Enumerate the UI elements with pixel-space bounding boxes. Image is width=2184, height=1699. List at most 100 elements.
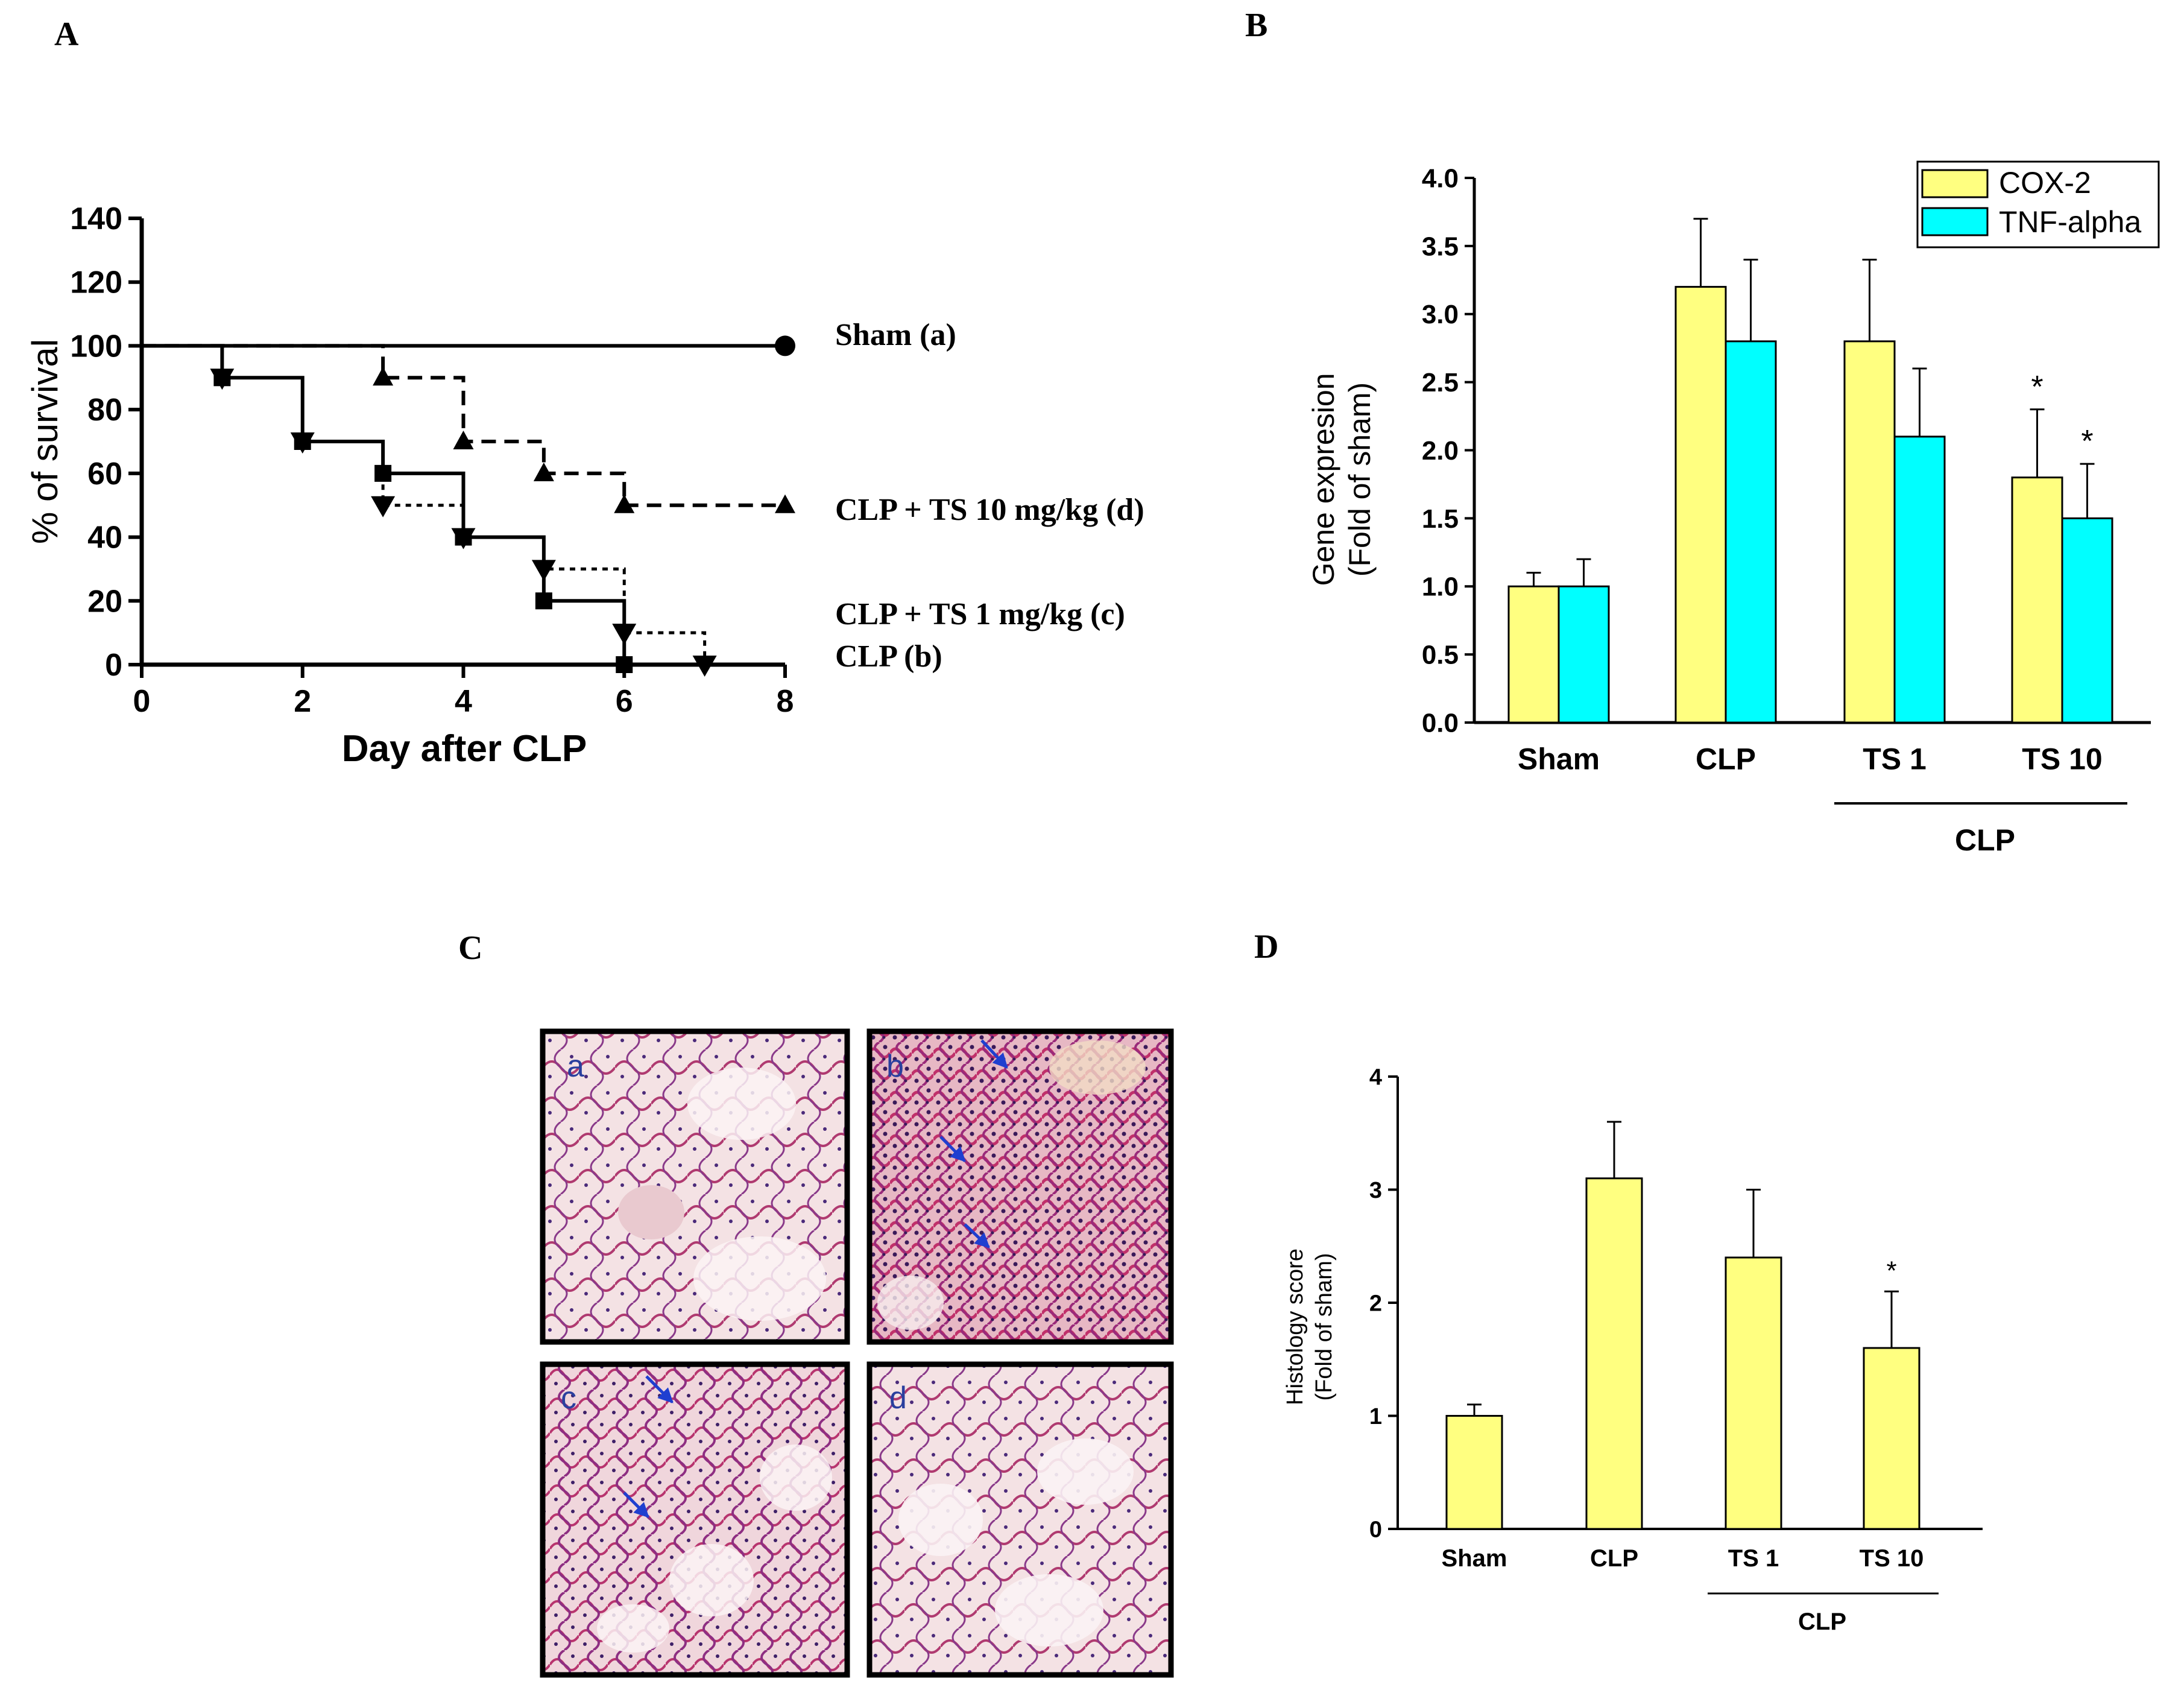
survival-marker-clp (455, 528, 472, 546)
gene-significance-star: * (2081, 424, 2093, 459)
gene-y-tick-label: 3.5 (1422, 232, 1459, 261)
survival-x-axis-title: Day after CLP (342, 728, 587, 770)
survival-marker-ts1 (371, 496, 396, 517)
survival-y-tick-label: 120 (70, 265, 122, 300)
survival-marker-clp (294, 433, 311, 450)
survival-marker-clp (616, 656, 633, 673)
histology-label-b: b (886, 1049, 904, 1084)
legend-label-tnf: TNF-alpha (1999, 205, 2141, 239)
gene-bar (1558, 585, 1610, 724)
legend-swatch-cox2 (1921, 169, 1989, 198)
gene-y-tick-label: 0.0 (1422, 708, 1459, 738)
gene-y-tick-label: 2.5 (1422, 368, 1459, 397)
panel-label-c: C (458, 929, 482, 967)
survival-x-tick-label: 0 (133, 684, 151, 719)
histology-significance-star: * (1886, 1256, 1896, 1285)
histology-y-tick-label: 0 (1369, 1517, 1382, 1542)
survival-x-tick-label: 6 (616, 684, 633, 719)
gene-y-tick-label: 1.0 (1422, 572, 1459, 602)
survival-y-tick-label: 140 (70, 201, 122, 236)
histology-label-d: d (889, 1381, 907, 1416)
survival-marker-ts10 (775, 494, 795, 513)
histology-label-c: c (561, 1381, 576, 1416)
survival-y-tick-label: 100 (70, 329, 122, 364)
legend-label-cox2: COX-2 (1999, 166, 2091, 200)
gene-bar (2011, 476, 2063, 724)
histology-image-b: b (866, 1028, 1174, 1345)
survival-marker-ts10 (614, 494, 635, 513)
gene-x-tick-label: TS 10 (2022, 742, 2102, 776)
gene-group-label: CLP (1955, 823, 2015, 857)
histology-y-tick-label: 3 (1369, 1178, 1382, 1203)
panel-label-d: D (1254, 928, 1278, 966)
histology-x-tick-label: TS 10 (1860, 1545, 1924, 1572)
histology-score-chart: 0 1 2 3 4 * Sham CLP TS 1 TS 10 CLP Histology s… (1283, 1065, 1983, 1635)
gene-y-tick-label: 1.5 (1422, 504, 1459, 534)
gene-expression-chart: 0.0 0.5 1.0 1.5 2.0 2.5 3.0 3.5 4.0 * * Sham CLP TS… (1307, 160, 2160, 857)
survival-line-ts10 (142, 344, 785, 507)
gene-y-axis-title-line2: (Fold of sham) (1343, 382, 1377, 577)
histology-x-tick-label: Sham (1442, 1545, 1507, 1572)
histology-image-a: a (540, 1028, 850, 1345)
histology-image-d: d (866, 1361, 1174, 1678)
histology-bar (1725, 1256, 1782, 1530)
histology-y-tick-label: 2 (1369, 1291, 1382, 1316)
histology-image-grid: a b c d (540, 1028, 1174, 1678)
gene-x-tick-label: TS 1 (1863, 742, 1927, 776)
survival-x-tick-label: 8 (777, 684, 794, 719)
survival-chart: 0 20 40 60 80 100 120 140 0 2 4 6 8 Sham (a) CLP + T… (25, 201, 1144, 770)
survival-marker-ts1 (692, 656, 717, 677)
lesion-arrow (645, 1375, 674, 1403)
histology-bar (1445, 1415, 1503, 1530)
gene-significance-star: * (2031, 370, 2043, 405)
panel-label-b: B (1245, 7, 1267, 44)
gene-x-tick-label: Sham (1518, 742, 1600, 776)
survival-series-label-ts10: CLP + TS 10 mg/kg (d) (835, 493, 1144, 527)
gene-y-tick-label: 4.0 (1422, 163, 1459, 193)
gene-bar (1725, 340, 1777, 724)
histology-x-tick-label: TS 1 (1728, 1545, 1779, 1572)
panel-label-a: A (54, 16, 79, 53)
survival-y-axis-title: % of survival (25, 339, 65, 544)
survival-y-tick-label: 20 (87, 584, 122, 619)
survival-marker-ts10 (533, 462, 554, 481)
survival-marker-clp (374, 464, 392, 482)
survival-y-tick-label: 80 (87, 393, 122, 428)
gene-bar (1674, 286, 1727, 724)
histology-x-tick-label: CLP (1590, 1545, 1638, 1572)
survival-marker-clp (535, 592, 552, 610)
legend-swatch-tnf (1921, 207, 1989, 236)
lesion-arrow (980, 1039, 1008, 1069)
survival-y-tick-label: 0 (105, 648, 122, 683)
gene-bar (1507, 585, 1560, 724)
survival-series-label-sham: Sham (a) (835, 318, 956, 352)
gene-bar (1893, 435, 1946, 724)
survival-marker-ts10 (373, 367, 394, 386)
histology-y-tick-label: 4 (1369, 1065, 1382, 1090)
lesion-arrow (623, 1492, 649, 1518)
survival-y-tick-label: 60 (87, 457, 122, 492)
survival-x-tick-label: 2 (294, 684, 311, 719)
survival-marker-clp (213, 369, 231, 387)
gene-legend: COX-2 TNF-alpha (1916, 160, 2160, 248)
gene-x-tick-label: CLP (1696, 742, 1756, 776)
histology-bar (1863, 1347, 1920, 1530)
gene-y-tick-label: 3.0 (1422, 300, 1459, 329)
lesion-arrow (964, 1223, 990, 1248)
survival-series-label-clp: CLP (b) (835, 639, 942, 674)
survival-x-tick-label: 4 (455, 684, 472, 719)
histology-bar (1585, 1177, 1643, 1530)
histology-image-c: c (540, 1361, 850, 1678)
histology-y-axis-title-line1: Histology score (1283, 1248, 1308, 1405)
gene-y-axis-title-line1: Gene expresion (1307, 373, 1340, 586)
histology-group-label: CLP (1798, 1609, 1846, 1635)
lesion-arrow (939, 1136, 966, 1162)
gene-y-tick-label: 0.5 (1422, 641, 1459, 670)
gene-y-tick-label: 2.0 (1422, 436, 1459, 466)
histology-label-a: a (567, 1049, 584, 1084)
survival-marker-ts10 (453, 431, 474, 449)
survival-series-label-ts1: CLP + TS 1 mg/kg (c) (835, 597, 1125, 631)
gene-bar (2061, 517, 2113, 724)
survival-marker-sham (775, 335, 795, 356)
